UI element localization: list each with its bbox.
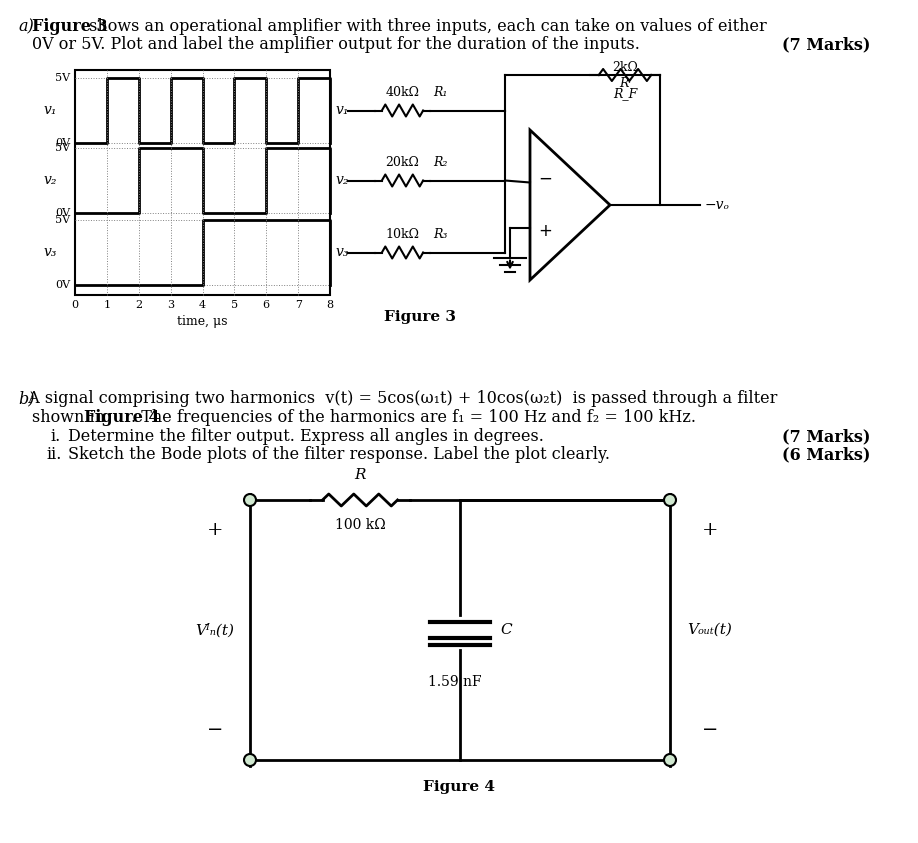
Text: time, μs: time, μs [177, 315, 228, 328]
Text: (7 Marks): (7 Marks) [781, 428, 870, 445]
Text: v₃: v₃ [335, 245, 349, 260]
Text: 6: 6 [263, 300, 270, 310]
Text: 1.59 nF: 1.59 nF [428, 675, 482, 689]
Circle shape [244, 494, 256, 506]
Text: Rⁱ: Rⁱ [619, 77, 631, 90]
Text: shows an operational amplifier with three inputs, each can take on values of eit: shows an operational amplifier with thre… [84, 18, 767, 35]
Text: 100 kΩ: 100 kΩ [335, 518, 386, 532]
Text: b): b) [18, 390, 35, 407]
Text: R_F: R_F [613, 87, 637, 100]
Text: v₁: v₁ [43, 104, 57, 117]
Circle shape [244, 754, 256, 766]
Text: −: − [538, 169, 552, 187]
Text: a): a) [18, 18, 34, 35]
Text: −: − [702, 721, 718, 739]
Circle shape [664, 494, 676, 506]
Text: 7: 7 [295, 300, 302, 310]
Text: 20kΩ: 20kΩ [386, 155, 420, 169]
Text: . The frequencies of the harmonics are f₁ = 100 Hz and f₂ = 100 kHz.: . The frequencies of the harmonics are f… [131, 409, 696, 426]
Text: 0V or 5V. Plot and label the amplifier output for the duration of the inputs.: 0V or 5V. Plot and label the amplifier o… [32, 36, 640, 53]
Text: −vₒ: −vₒ [705, 198, 730, 212]
Text: i.: i. [50, 428, 61, 445]
Text: v₂: v₂ [43, 174, 57, 187]
Text: Figure 4: Figure 4 [84, 409, 160, 426]
Text: 40kΩ: 40kΩ [386, 85, 420, 99]
Text: Figure 3: Figure 3 [384, 310, 456, 324]
Text: +: + [701, 521, 718, 539]
Text: shown in: shown in [32, 409, 110, 426]
Text: ii.: ii. [46, 446, 62, 463]
Text: 0V: 0V [55, 280, 70, 290]
Text: Vₒᵤₜ(t): Vₒᵤₜ(t) [688, 623, 733, 637]
Text: 5V: 5V [55, 143, 70, 153]
Text: v₁: v₁ [335, 104, 349, 117]
Text: R₂: R₂ [433, 155, 447, 169]
Text: Determine the filter output. Express all angles in degrees.: Determine the filter output. Express all… [68, 428, 543, 445]
Text: R: R [354, 468, 365, 482]
Text: Sketch the Bode plots of the filter response. Label the plot clearly.: Sketch the Bode plots of the filter resp… [68, 446, 610, 463]
Text: 8: 8 [327, 300, 333, 310]
Text: 0V: 0V [55, 138, 70, 148]
Text: Figure 3: Figure 3 [32, 18, 107, 35]
Text: 5V: 5V [55, 73, 70, 83]
Text: 10kΩ: 10kΩ [386, 228, 420, 240]
Text: +: + [538, 223, 552, 240]
Text: Vᴵₙ(t): Vᴵₙ(t) [196, 623, 234, 637]
Text: R₁: R₁ [433, 85, 447, 99]
Text: (6 Marks): (6 Marks) [781, 446, 870, 463]
Text: 4: 4 [199, 300, 206, 310]
Text: C: C [500, 623, 511, 637]
Text: 0V: 0V [55, 208, 70, 218]
Text: 0: 0 [72, 300, 79, 310]
Text: Figure 4: Figure 4 [423, 780, 495, 794]
Text: 5: 5 [230, 300, 238, 310]
Circle shape [664, 754, 676, 766]
Text: −: − [207, 721, 223, 739]
Text: 2kΩ: 2kΩ [612, 61, 638, 74]
Bar [75, 70, 330, 295]
Text: 5V: 5V [55, 215, 70, 225]
Text: 3: 3 [167, 300, 174, 310]
Text: A signal comprising two harmonics  v(t) = 5cos(ω₁t) + 10cos(ω₂t)  is passed thro: A signal comprising two harmonics v(t) =… [18, 390, 778, 407]
Text: v₃: v₃ [43, 245, 57, 260]
Text: (7 Marks): (7 Marks) [781, 36, 870, 53]
Text: 1: 1 [104, 300, 110, 310]
Text: v₂: v₂ [335, 174, 349, 187]
Text: R₃: R₃ [433, 228, 447, 240]
Text: 2: 2 [135, 300, 142, 310]
Text: +: + [207, 521, 223, 539]
